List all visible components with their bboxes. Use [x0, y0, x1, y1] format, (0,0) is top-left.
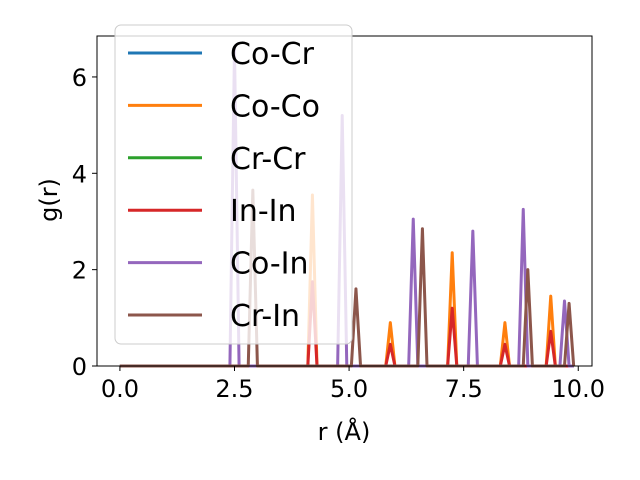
x-tick-label: 0.0 — [101, 375, 139, 403]
y-tick-label: 2 — [72, 257, 87, 285]
x-axis-label: r (Å) — [318, 417, 371, 446]
y-tick-label: 0 — [72, 353, 87, 381]
legend: Co-Cr Co-Co Cr-Cr In-In Co-In Cr-In — [114, 24, 353, 345]
y-tick-label: 6 — [72, 64, 87, 92]
legend-label-cr-cr: Cr-Cr — [230, 142, 306, 177]
x-tick-label: 2.5 — [215, 375, 253, 403]
x-tick-label: 10.0 — [552, 375, 605, 403]
y-axis-label: g(r) — [35, 178, 63, 222]
legend-label-co-cr: Co-Cr — [230, 37, 315, 72]
x-tick-label: 7.5 — [445, 375, 483, 403]
ticks-layer: 0.0 2.5 5.0 7.5 10.0 0 2 4 6 — [72, 64, 605, 403]
y-tick-label: 4 — [72, 160, 87, 188]
x-tick-label: 5.0 — [330, 375, 368, 403]
legend-box — [114, 24, 353, 345]
legend-label-in-in: In-In — [230, 194, 297, 229]
legend-label-co-in: Co-In — [230, 247, 309, 282]
legend-label-cr-in: Cr-In — [230, 299, 300, 334]
legend-label-co-co: Co-Co — [230, 89, 320, 124]
